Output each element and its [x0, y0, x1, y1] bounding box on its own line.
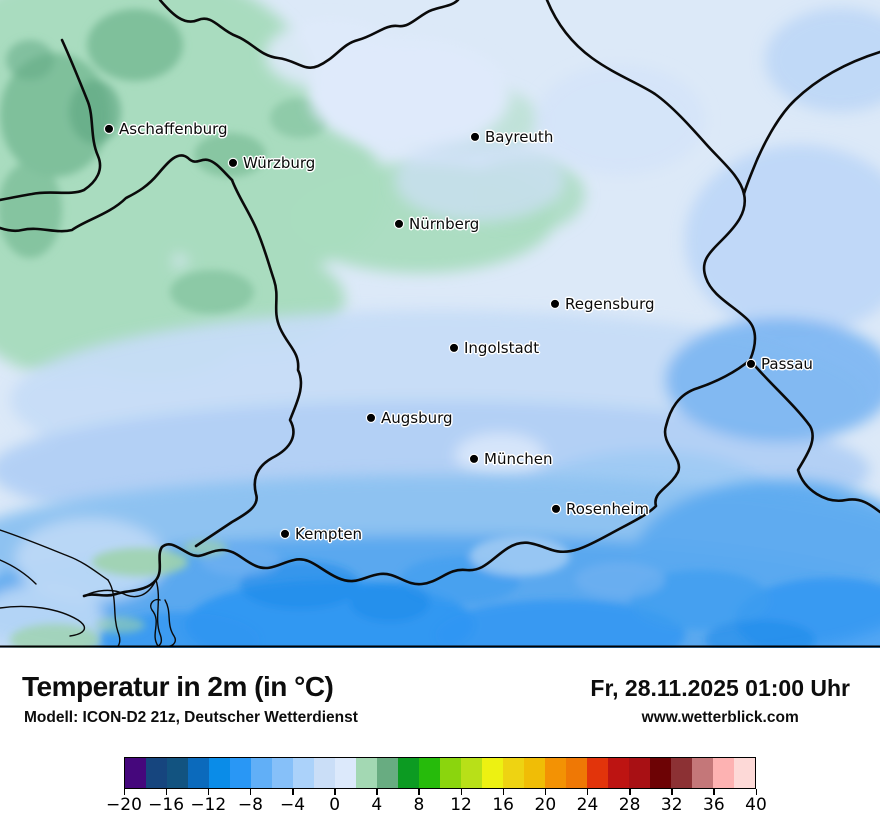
model-subtitle: Modell: ICON-D2 21z, Deutscher Wetterdie… — [24, 709, 358, 726]
legend-color-segment — [461, 758, 482, 788]
legend-tick-label: 4 — [371, 795, 383, 815]
legend-tick-label: 20 — [534, 795, 557, 815]
legend-tick-label: 8 — [413, 795, 425, 815]
border-czech — [545, 0, 757, 362]
legend-color-segment — [398, 758, 419, 788]
legend-color-segment — [566, 758, 587, 788]
legend-tick-label: 40 — [745, 795, 767, 815]
legend-tick — [123, 789, 125, 795]
legend-color-segment — [251, 758, 272, 788]
border-franken — [0, 154, 234, 233]
legend-color-segment — [629, 758, 650, 788]
legend-colorbar — [124, 757, 756, 789]
legend-tick — [671, 789, 673, 795]
page-title: Temperatur in 2m (in °C) — [22, 671, 334, 702]
legend-tick-label: 24 — [576, 795, 599, 815]
temperature-field-svg — [0, 0, 880, 648]
legend-tick-label: 0 — [329, 795, 341, 815]
legend-tick — [755, 789, 757, 795]
field-alpine-mottling — [100, 536, 880, 648]
legend-color-segment — [650, 758, 671, 788]
valid-datetime: Fr, 28.11.2025 01:00 Uhr — [590, 675, 850, 701]
legend-color-segment — [419, 758, 440, 788]
legend-color-segment — [272, 758, 293, 788]
field-valley-greens — [10, 540, 227, 648]
borders-southwest-thin — [0, 529, 177, 647]
legend-color-segment — [125, 758, 146, 788]
legend-color-segment — [209, 758, 230, 788]
legend-tick-label: −20 — [106, 795, 142, 815]
legend-color-segment — [167, 758, 188, 788]
legend-color-segment — [335, 758, 356, 788]
legend-color-segment — [734, 758, 755, 788]
legend-tick-label: −8 — [237, 795, 263, 815]
legend-color-segment — [671, 758, 692, 788]
legend-color-segment — [503, 758, 524, 788]
legend-tick — [629, 789, 631, 795]
temperature-map: Aschaffenburg Würzburg Bayreuth Nürnberg Reg… — [0, 0, 880, 648]
legend-tick-label: 12 — [450, 795, 472, 815]
legend-color-segment — [482, 758, 503, 788]
legend-tick — [544, 789, 547, 795]
legend-tick — [713, 789, 715, 795]
border-austria-east — [748, 358, 880, 514]
legend-color-segment — [188, 758, 209, 788]
legend-color-segment — [146, 758, 167, 788]
legend-tick-label: −16 — [148, 795, 185, 815]
legend-color-segment — [356, 758, 377, 788]
legend-color-segment — [692, 758, 713, 788]
legend-tick-label: −12 — [190, 795, 227, 815]
border-hessen — [0, 38, 102, 202]
legend-tick-label: 32 — [660, 795, 683, 815]
legend-tick-label: 36 — [703, 795, 725, 815]
legend-tick — [207, 789, 210, 795]
legend-tick — [586, 789, 589, 795]
legend-color-segment — [293, 758, 314, 788]
legend-color-segment — [587, 758, 608, 788]
legend-tick — [292, 789, 294, 795]
legend-tick — [418, 789, 420, 795]
legend-color-segment — [377, 758, 398, 788]
legend-tick — [376, 789, 378, 795]
legend-tick — [460, 789, 463, 795]
legend-tick — [334, 789, 336, 795]
border-czech-austria — [742, 50, 880, 196]
website-text: www.wetterblick.com — [641, 709, 799, 726]
field-sage-patches — [0, 9, 330, 314]
border-thueringen — [158, 0, 460, 69]
legend-color-segment — [524, 758, 545, 788]
legend-tick-label: 28 — [618, 795, 641, 815]
country-borders — [0, 0, 880, 598]
border-west-state — [194, 178, 303, 548]
legend-tick — [165, 789, 168, 795]
legend-tick — [502, 789, 505, 795]
date-block: Fr, 28.11.2025 01:00 Uhr www.wetterblick… — [590, 675, 850, 727]
legend-tick-label: −4 — [280, 795, 306, 815]
legend-tick-label: 16 — [492, 795, 514, 815]
legend-color-segment — [230, 758, 251, 788]
legend-color-segment — [314, 758, 335, 788]
legend-tick — [249, 789, 252, 795]
border-alps — [82, 358, 752, 598]
legend-color-segment — [545, 758, 566, 788]
legend-color-segment — [608, 758, 629, 788]
legend-color-segment — [713, 758, 734, 788]
legend-color-segment — [440, 758, 461, 788]
temperature-legend: −20 −16 −12 −8 −4 0 4 8 12 16 20 24 28 32 36 40 — [106, 757, 767, 817]
